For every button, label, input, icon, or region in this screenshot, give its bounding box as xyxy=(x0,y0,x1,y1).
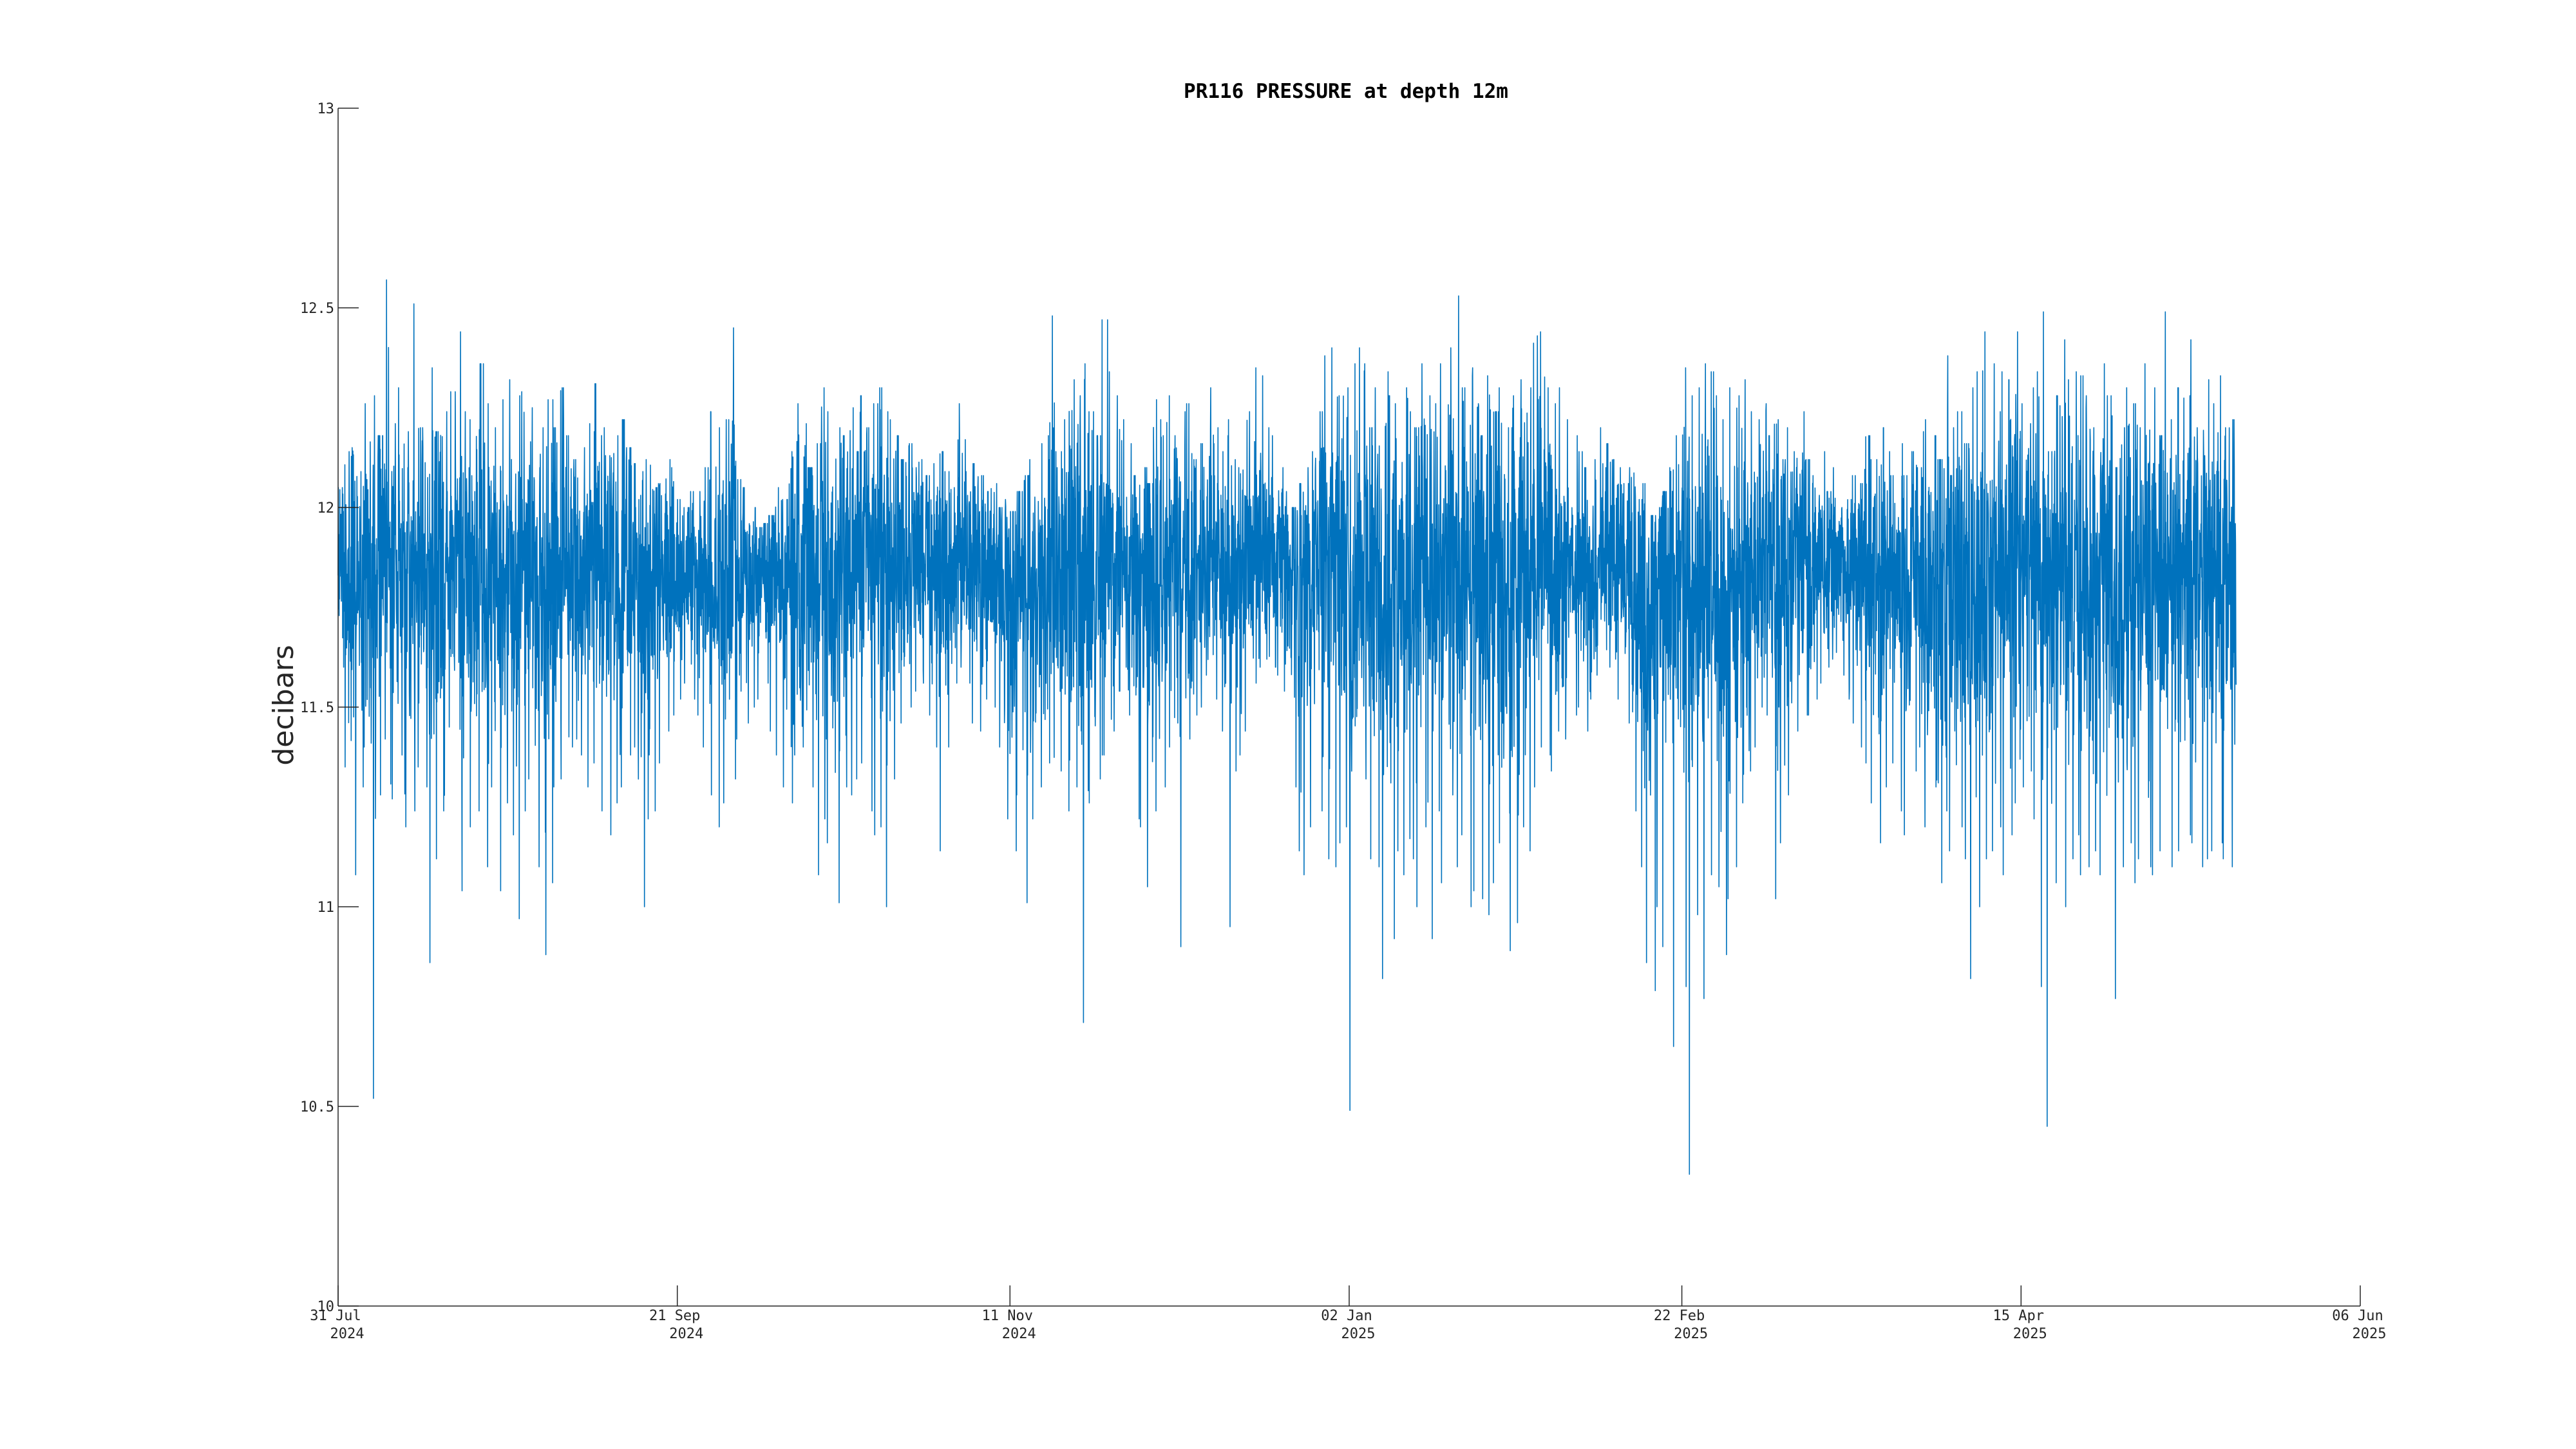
y-ticks: 10 10.5 11 11.5 12 12.5 13 xyxy=(300,101,359,1315)
y-tick-label: 11.5 xyxy=(300,700,334,716)
y-tick-label: 13 xyxy=(317,101,335,117)
series-layer xyxy=(337,279,2237,1175)
y-tick-label: 11 xyxy=(317,900,335,916)
x-tick-label-day: 06 Jun xyxy=(2332,1308,2383,1324)
y-tick-label: 10 xyxy=(317,1299,335,1315)
y-tick-label: 12.5 xyxy=(300,301,334,317)
x-tick-label-day: 31 Jul xyxy=(310,1308,361,1324)
x-tick-label-year: 2025 xyxy=(2353,1326,2387,1342)
chart-title: PR116 PRESSURE at depth 12m xyxy=(1184,80,1508,103)
x-tick-label-day: 22 Feb xyxy=(1654,1308,1705,1324)
x-tick-label-year: 2025 xyxy=(1674,1326,1708,1342)
x-ticks: 31 Jul 2024 21 Sep 2024 11 Nov 2024 02 Jan 2025… xyxy=(310,1285,2386,1342)
x-tick-label-day: 15 Apr xyxy=(1993,1308,2044,1324)
x-tick-label-year: 2024 xyxy=(669,1326,703,1342)
pressure-series-line xyxy=(337,279,2237,1175)
x-tick-label-year: 2025 xyxy=(1341,1326,1376,1342)
x-tick-label-day: 21 Sep xyxy=(649,1308,700,1324)
x-tick-label-year: 2024 xyxy=(1002,1326,1036,1342)
x-tick-label-day: 02 Jan xyxy=(1321,1308,1372,1324)
y-tick-label: 10.5 xyxy=(300,1099,334,1115)
x-tick-label-year: 2025 xyxy=(2013,1326,2047,1342)
y-axis-label: decibars xyxy=(267,645,300,765)
y-tick-label: 12 xyxy=(317,500,335,516)
x-tick-label-year: 2024 xyxy=(330,1326,365,1342)
x-tick-label-day: 11 Nov xyxy=(982,1308,1033,1324)
